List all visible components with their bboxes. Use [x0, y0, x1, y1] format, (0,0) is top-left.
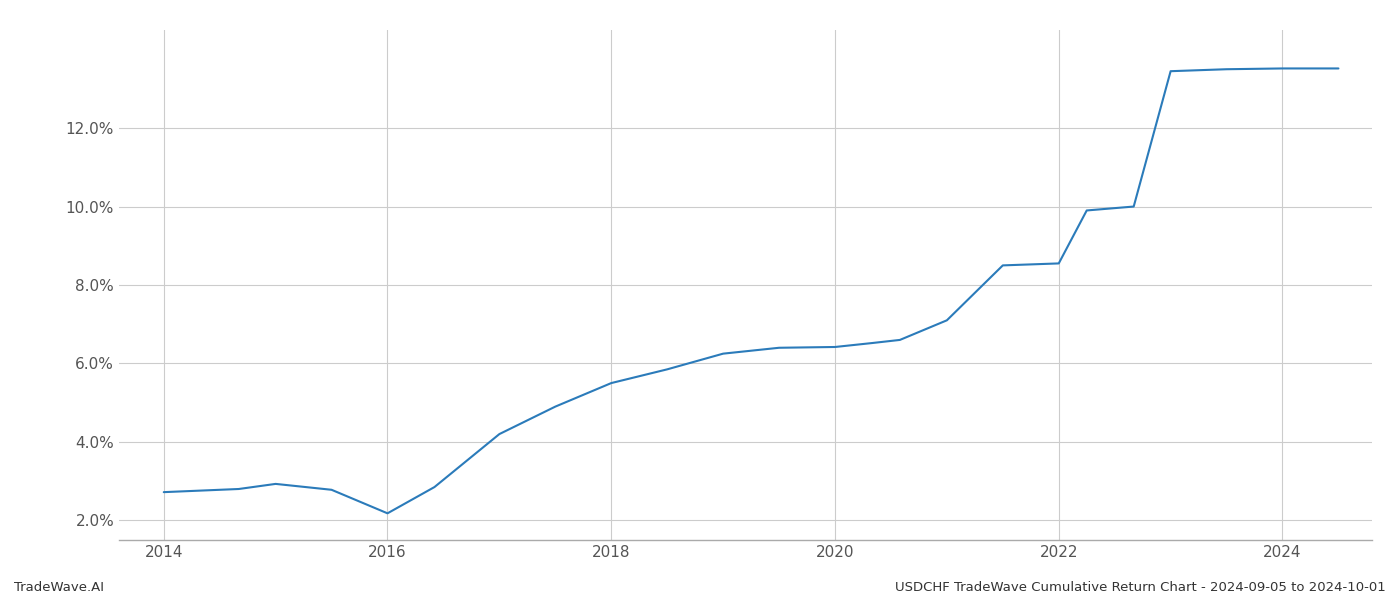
Text: USDCHF TradeWave Cumulative Return Chart - 2024-09-05 to 2024-10-01: USDCHF TradeWave Cumulative Return Chart…: [895, 581, 1386, 594]
Text: TradeWave.AI: TradeWave.AI: [14, 581, 104, 594]
